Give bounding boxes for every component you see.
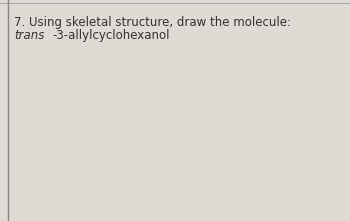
Text: -3-allylcyclohexanol: -3-allylcyclohexanol <box>52 29 170 42</box>
Text: trans: trans <box>14 29 44 42</box>
Text: 7. Using skeletal structure, draw the molecule:: 7. Using skeletal structure, draw the mo… <box>14 16 291 29</box>
